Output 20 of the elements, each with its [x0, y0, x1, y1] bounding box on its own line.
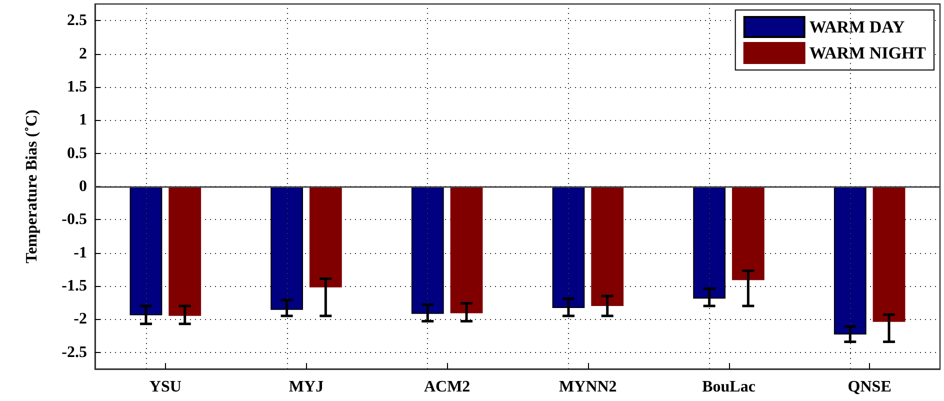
legend-label: WARM DAY [809, 18, 905, 36]
y-tick-label: 0 [79, 178, 87, 195]
y-tick-label: 1.5 [67, 78, 87, 96]
legend-label: WARM NIGHT [809, 44, 927, 62]
y-tick-label: -1 [74, 244, 87, 262]
y-tick-label: 2.5 [67, 12, 87, 30]
x-tick-label: MYJ [288, 378, 324, 396]
y-axis-title: Temperature Bias (˚C) [24, 110, 40, 264]
y-tick-label: -2.5 [62, 344, 87, 361]
y-tick-label: 2 [79, 45, 87, 62]
x-tick-label: BouLac [702, 378, 756, 396]
x-tick-label: MYNN2 [559, 378, 617, 396]
y-tick-label: -2 [74, 310, 87, 328]
x-tick-label: QNSE [848, 378, 892, 396]
y-tick-label: -1.5 [62, 278, 87, 295]
y-tick-label: -0.5 [62, 211, 87, 228]
y-tick-label: 0.5 [67, 144, 87, 162]
x-tick-label: YSU [149, 378, 182, 396]
x-tick-label: ACM2 [424, 378, 470, 396]
y-tick-label: 1 [79, 112, 87, 129]
